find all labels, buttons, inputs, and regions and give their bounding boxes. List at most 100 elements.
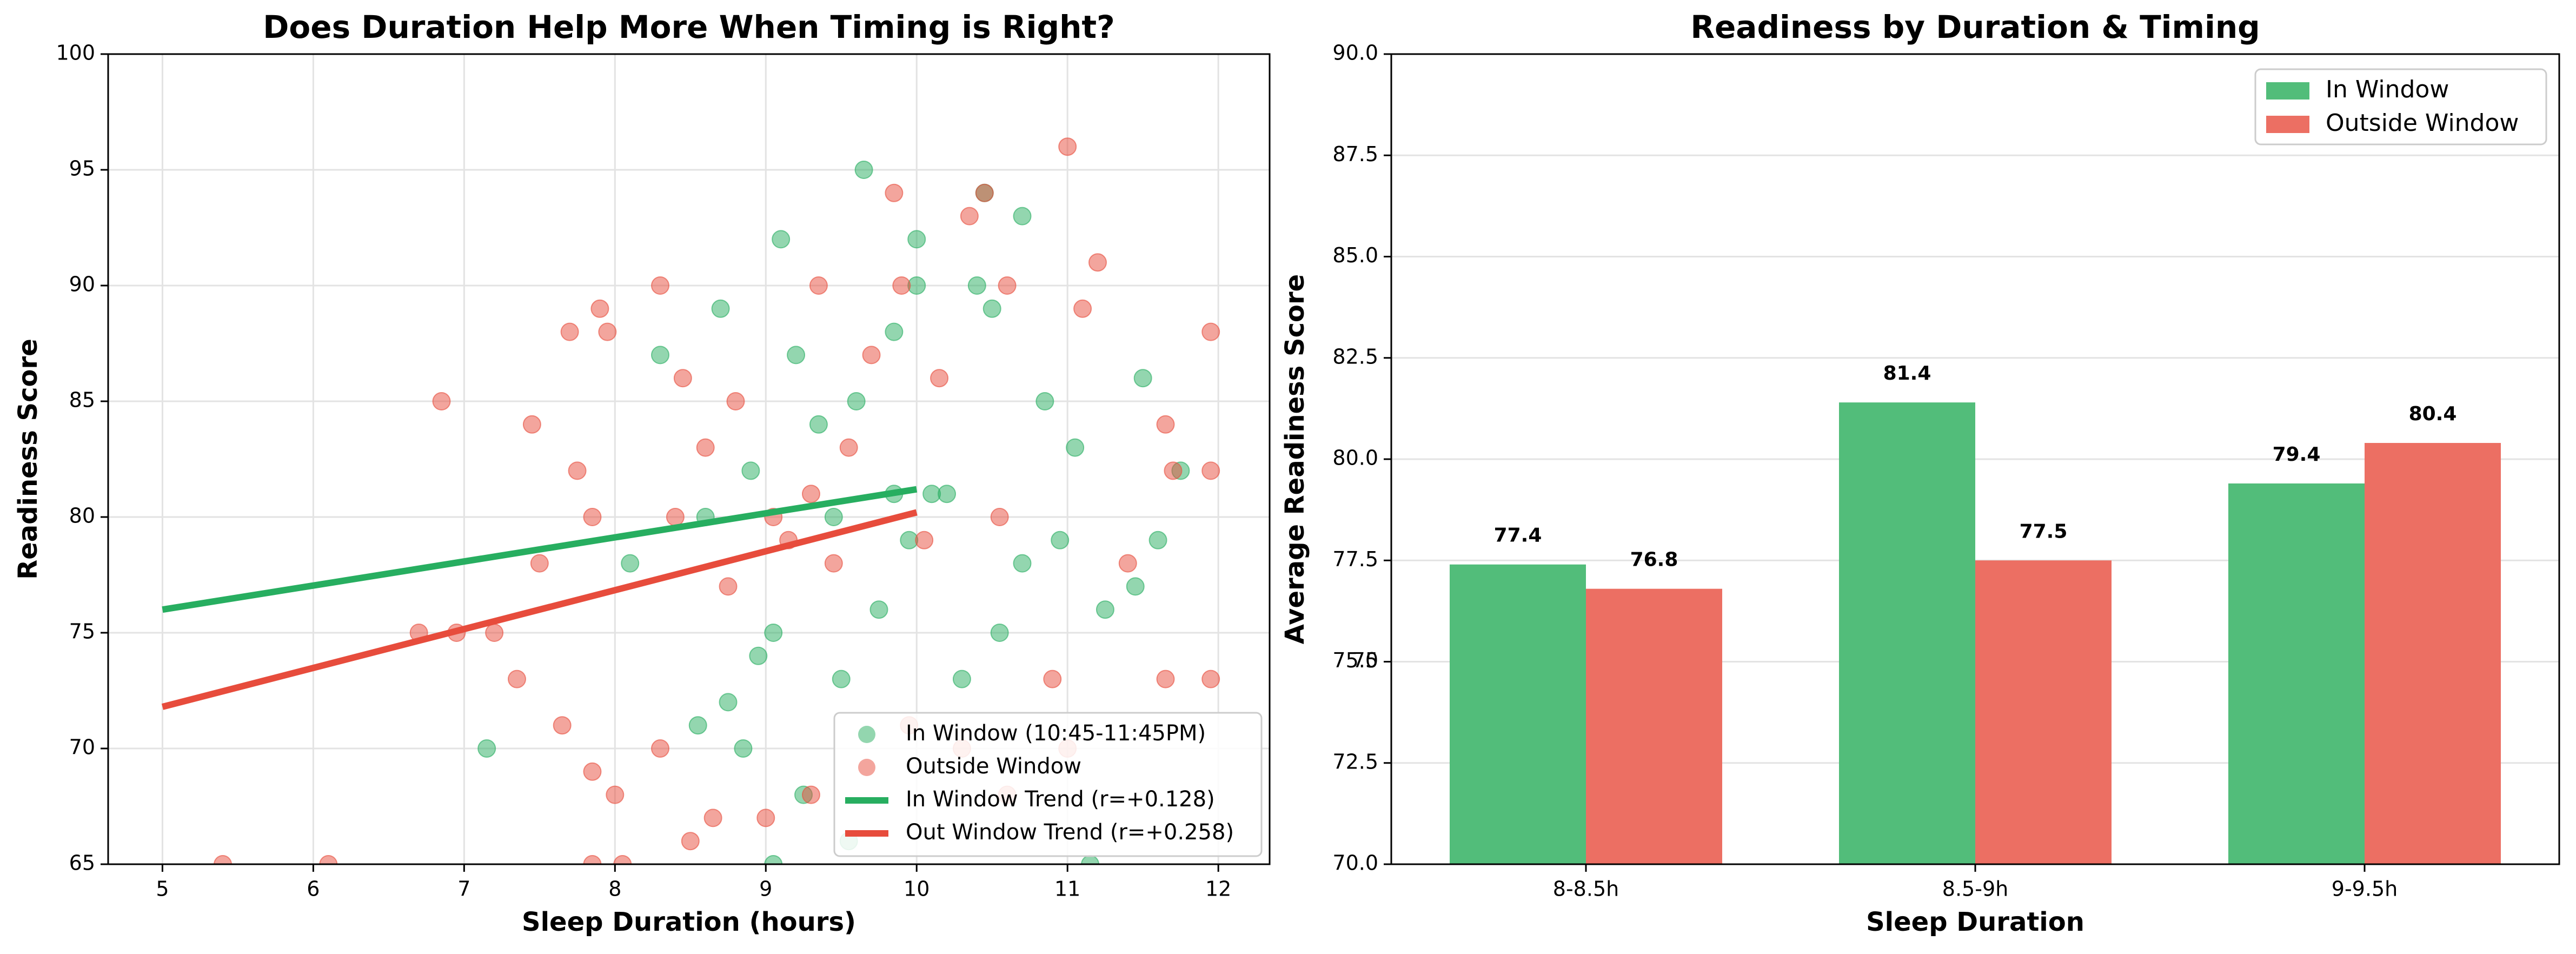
scatter-point — [967, 276, 986, 295]
scatter-point — [1096, 600, 1114, 619]
chart-title: Does Duration Help More When Timing is R… — [263, 9, 1115, 45]
scatter-point — [930, 369, 949, 388]
scatter-point — [801, 785, 820, 804]
x-tick-label: 10 — [904, 877, 930, 901]
scatter-point — [726, 392, 745, 410]
y-tick-label: 75 — [1352, 648, 1378, 672]
scatter-point — [1043, 670, 1062, 688]
x-tick-label: 8 — [608, 877, 621, 901]
scatter-point — [485, 624, 504, 642]
x-tick-label: 6 — [307, 877, 320, 901]
y-tick-label: 90 — [69, 273, 95, 296]
scatter-point — [553, 716, 572, 735]
scatter-point — [583, 855, 602, 864]
x-tick-label: 7 — [457, 877, 470, 901]
scatter-point — [854, 161, 873, 179]
scatter-point — [960, 207, 979, 226]
scatter-point — [1201, 461, 1220, 480]
plot — [161, 137, 1220, 864]
value-label: 76.8 — [1630, 549, 1678, 571]
scatter-point — [650, 346, 669, 365]
scatter-point — [583, 508, 602, 526]
bar — [2365, 443, 2501, 864]
y-axis-label: Average Readiness Score — [1280, 274, 1310, 645]
scatter-point — [1073, 299, 1092, 318]
y-tick-label: 75.0 — [1332, 648, 1378, 672]
legend-label: Outside Window — [2326, 109, 2519, 137]
y-tick-label: 75 — [69, 620, 95, 644]
scatter-point — [681, 832, 700, 851]
legend-label: In Window — [2326, 76, 2449, 103]
y-tick-label: 85 — [69, 388, 95, 412]
y-tick-label: 72.5 — [1332, 750, 1378, 773]
y-tick-label: 70 — [69, 736, 95, 759]
bar — [1839, 402, 1975, 864]
y-tick-label: 90.0 — [1332, 41, 1378, 65]
scatter-point — [673, 369, 692, 388]
scatter-point — [1066, 438, 1085, 457]
scatter-point — [719, 693, 738, 712]
scatter-point — [568, 461, 587, 480]
scatter-point — [477, 739, 496, 758]
scatter-point — [1088, 253, 1107, 272]
x-tick-label: 8.5-9h — [1942, 877, 2008, 901]
y-tick-label: 80.0 — [1332, 446, 1378, 470]
y-tick-label: 85.0 — [1332, 243, 1378, 267]
x-tick-label: 12 — [1205, 877, 1231, 901]
x-axis-label: Sleep Duration — [1866, 907, 2084, 937]
bar — [1975, 560, 2112, 864]
scatter-point — [1013, 207, 1032, 226]
scatter-point — [862, 346, 881, 365]
axes-frame — [107, 53, 1271, 865]
scatter-point — [832, 670, 851, 688]
bar — [2228, 483, 2365, 864]
axes-frame — [1390, 53, 2560, 865]
value-label: 79.4 — [2273, 443, 2321, 466]
y-tick-label: 80 — [69, 504, 95, 528]
scatter-point — [749, 646, 768, 665]
scatter-point — [1156, 415, 1175, 434]
y-tick-label: 70.0 — [1332, 851, 1378, 875]
legend-marker — [2266, 82, 2309, 100]
scatter-point — [885, 322, 904, 341]
scatter-point — [734, 739, 753, 758]
scatter-point — [583, 762, 602, 781]
x-tick-label: 9-9.5h — [2332, 877, 2398, 901]
scatter-point — [885, 183, 904, 202]
scatter-point — [1035, 392, 1054, 410]
scatter-point — [907, 230, 926, 249]
scatter-point — [824, 554, 843, 573]
scatter-point — [922, 485, 941, 504]
scatter-point — [764, 855, 783, 864]
legend-label: In Window (10:45-11:45PM) — [906, 721, 1206, 746]
scatter-point — [530, 554, 549, 573]
scatter-point — [764, 624, 783, 642]
bar — [1450, 564, 1586, 864]
value-label: 80.4 — [2409, 403, 2457, 425]
legend-label: In Window Trend (r=+0.128) — [906, 787, 1215, 812]
scatter-point — [975, 183, 994, 202]
scatter-point — [952, 670, 971, 688]
y-tick-label: 77.5 — [1332, 547, 1378, 571]
value-label: 81.4 — [1883, 362, 1931, 385]
scatter-point — [719, 577, 738, 596]
scatter-point — [522, 415, 541, 434]
scatter-point — [772, 230, 791, 249]
scatter-point — [711, 299, 730, 318]
scatter-point — [688, 716, 707, 735]
scatter-point — [1156, 670, 1175, 688]
scatter-point — [621, 554, 640, 573]
scatter-point — [1058, 137, 1077, 156]
scatter-point — [1133, 369, 1152, 388]
x-tick-label: 9 — [759, 877, 772, 901]
legend-marker — [858, 726, 875, 743]
scatter-point — [809, 276, 828, 295]
scatter-point — [741, 461, 760, 480]
scatter-point — [824, 508, 843, 526]
scatter-point — [1201, 322, 1220, 341]
scatter-point — [696, 438, 715, 457]
scatter-point — [650, 739, 669, 758]
scatter-point — [982, 299, 1001, 318]
scatter-point — [1164, 461, 1183, 480]
